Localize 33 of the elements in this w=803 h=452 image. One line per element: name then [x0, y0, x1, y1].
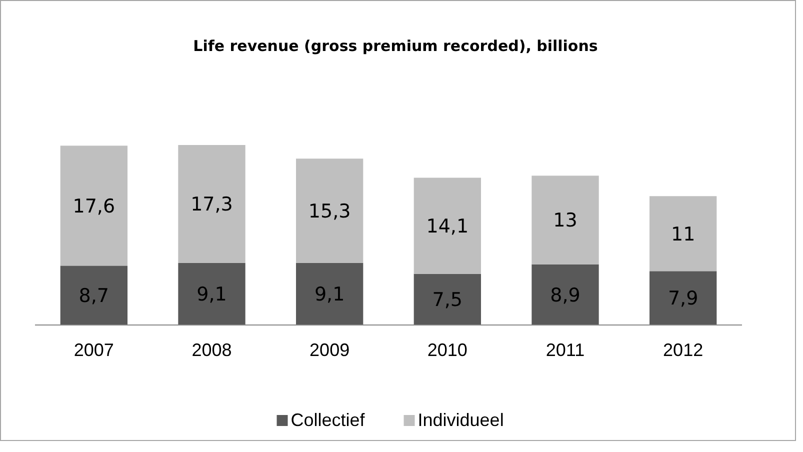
- bar: [178, 262, 246, 325]
- data-label: 17,3: [190, 194, 233, 216]
- data-label: 8,9: [550, 284, 580, 306]
- data-label: 9,1: [196, 284, 227, 306]
- bar: [178, 145, 246, 263]
- legend-label: Individueel: [418, 410, 504, 430]
- data-label: 11: [670, 223, 696, 246]
- data-label: 15,3: [308, 200, 351, 222]
- x-tick-label: 2012: [663, 340, 704, 360]
- x-tick-label: 2011: [546, 340, 585, 360]
- bar: [650, 271, 717, 325]
- bar: [414, 178, 481, 274]
- bar: [296, 262, 364, 325]
- x-tick-label: 2007: [74, 340, 114, 360]
- bar: [296, 158, 364, 263]
- x-tick-label: 2010: [427, 340, 468, 360]
- data-label: 9,1: [314, 284, 345, 306]
- x-tick-label: 2008: [192, 340, 232, 360]
- x-tick-label: 2009: [310, 340, 350, 360]
- bar: [60, 146, 128, 266]
- bar: [532, 264, 599, 325]
- data-label: 8,7: [78, 284, 110, 307]
- data-label: 13: [553, 210, 578, 232]
- bar: [414, 274, 481, 325]
- bar: [532, 176, 599, 264]
- bar: [650, 196, 717, 272]
- bar: [60, 266, 128, 325]
- chart-title: Life revenue (gross premium recorded), billions: [193, 37, 598, 55]
- data-label: 7,5: [432, 289, 463, 312]
- legend-label: Collectief: [290, 410, 366, 430]
- data-label: 14,1: [426, 215, 469, 238]
- data-label: 17,6: [72, 195, 116, 218]
- data-label: 7,9: [668, 288, 698, 310]
